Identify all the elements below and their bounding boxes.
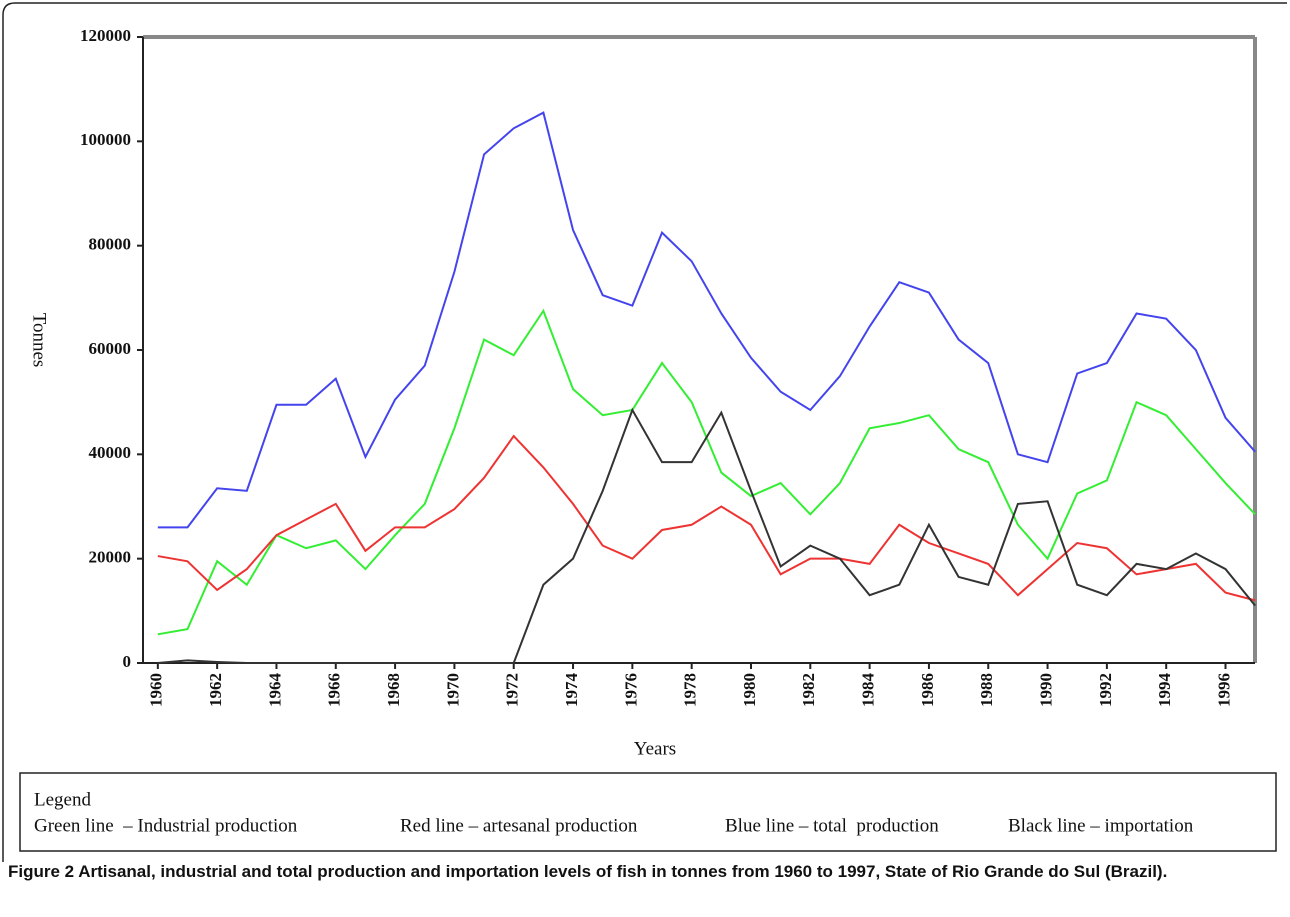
x-tick-label: 1982 [799, 673, 818, 707]
x-tick-label: 1978 [681, 673, 700, 707]
y-tick-label: 80000 [89, 235, 132, 254]
y-tick-label: 0 [123, 652, 132, 671]
caption: Figure 2 Artisanal, industrial and total… [8, 860, 1278, 884]
x-tick-label: 1984 [859, 673, 878, 708]
x-tick-label: 1960 [147, 673, 166, 707]
series-line [157, 407, 1256, 664]
x-tick-label: 1974 [562, 673, 581, 708]
x-tick-label: 1988 [977, 673, 996, 707]
x-axis-label: Years [634, 738, 676, 759]
x-tick-label: 1994 [1155, 673, 1174, 708]
x-tick-label: 1992 [1096, 673, 1115, 707]
legend-entry: Red line – artesanal production [400, 815, 638, 836]
x-tick-label: 1966 [325, 673, 344, 707]
y-tick-label: 120000 [80, 26, 131, 45]
caption-text: Artisanal, industrial and total producti… [78, 862, 1168, 881]
figure-frame [2, 2, 1287, 862]
y-tick-label: 100000 [80, 130, 131, 149]
x-tick-label: 1996 [1214, 673, 1233, 707]
x-tick-label: 1972 [503, 673, 522, 707]
caption-label: Figure 2 [8, 862, 75, 881]
legend-entry: Green line – Industrial production [34, 815, 298, 836]
x-tick-label: 1968 [384, 673, 403, 707]
legend-entry: Blue line – total production [725, 815, 939, 836]
y-tick-label: 20000 [89, 548, 132, 567]
x-tick-label: 1990 [1036, 673, 1055, 707]
x-tick-label: 1986 [918, 673, 937, 707]
legend-title: Legend [34, 789, 91, 810]
y-axis-label: Tonnes [29, 313, 50, 368]
series-line [157, 111, 1256, 529]
series-line [157, 434, 1256, 602]
x-tick-label: 1980 [740, 673, 759, 707]
x-tick-label: 1970 [443, 673, 462, 707]
y-tick-label: 40000 [89, 443, 132, 462]
x-tick-label: 1976 [621, 673, 640, 707]
legend-entry: Black line – importation [1008, 815, 1194, 836]
x-tick-label: 1964 [265, 673, 284, 708]
y-tick-label: 60000 [89, 339, 132, 358]
x-tick-label: 1962 [206, 673, 225, 707]
legend-box [19, 772, 1277, 852]
series-line [157, 308, 1256, 636]
